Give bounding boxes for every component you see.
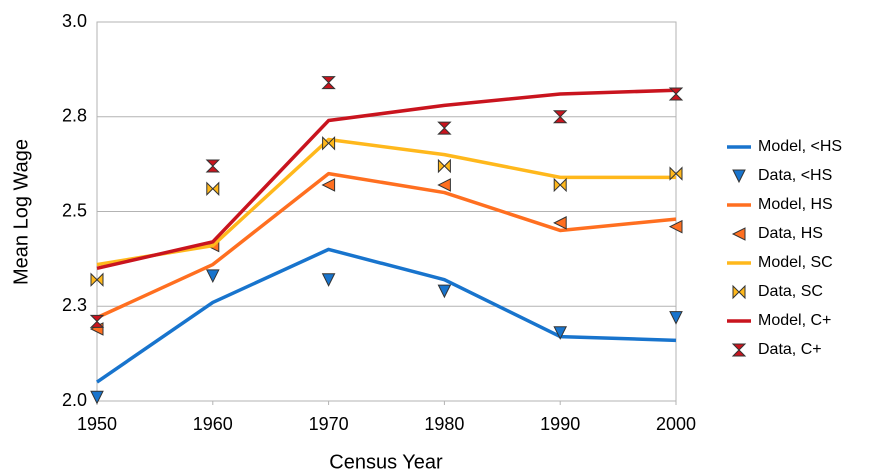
data-marker — [437, 178, 451, 192]
legend-label: Data, <HS — [758, 167, 832, 184]
y-axis-label: Mean Log Wage — [10, 139, 32, 285]
y-tick-label: 2.3 — [62, 295, 87, 315]
data-marker — [437, 158, 451, 174]
data-marker — [553, 326, 568, 340]
y-tick-label: 2.0 — [62, 390, 87, 410]
legend-label: Data, HS — [758, 225, 823, 242]
series-line — [96, 171, 677, 320]
data-marker — [321, 178, 336, 192]
y-tick-label: 3.0 — [62, 11, 87, 31]
legend-swatch — [731, 343, 747, 357]
x-tick-label: 1990 — [540, 414, 580, 434]
series-line — [96, 137, 676, 267]
data-marker — [205, 269, 220, 284]
data-marker — [669, 311, 683, 325]
series-line — [96, 247, 677, 384]
legend-swatch — [732, 284, 746, 300]
x-axis-label: Census Year — [329, 451, 443, 473]
x-tick-label: 1980 — [424, 414, 464, 434]
legend-swatch — [731, 227, 746, 241]
legend-label: Model, SC — [758, 254, 833, 271]
x-tick-label: 2000 — [656, 414, 696, 434]
legend-swatch — [732, 169, 746, 184]
y-tick-label: 2.8 — [62, 106, 87, 126]
data-marker — [437, 284, 452, 299]
data-marker — [322, 136, 336, 151]
data-marker — [205, 159, 221, 173]
data-marker — [321, 76, 336, 90]
x-tick-label: 1970 — [309, 414, 349, 434]
data-marker — [668, 219, 683, 234]
data-marker — [552, 110, 568, 124]
legend-label: Model, <HS — [758, 138, 842, 155]
series-line — [96, 88, 677, 271]
data-marker — [669, 166, 683, 181]
data-marker — [553, 177, 567, 193]
legend-label: Data, C+ — [758, 341, 822, 358]
plot-frame — [96, 21, 677, 402]
data-marker — [437, 121, 452, 135]
y-tick-label: 2.5 — [62, 200, 87, 220]
data-marker — [668, 87, 684, 101]
legend-label: Model, HS — [758, 196, 833, 213]
data-marker — [90, 272, 104, 287]
legend-label: Data, SC — [758, 283, 823, 300]
x-tick-label: 1960 — [193, 414, 233, 434]
data-marker — [90, 390, 104, 405]
data-marker — [553, 216, 567, 230]
x-tick-label: 1950 — [77, 414, 117, 434]
data-marker — [206, 181, 220, 196]
data-marker — [89, 314, 105, 328]
data-marker — [321, 273, 336, 287]
legend-label: Model, C+ — [758, 312, 831, 329]
